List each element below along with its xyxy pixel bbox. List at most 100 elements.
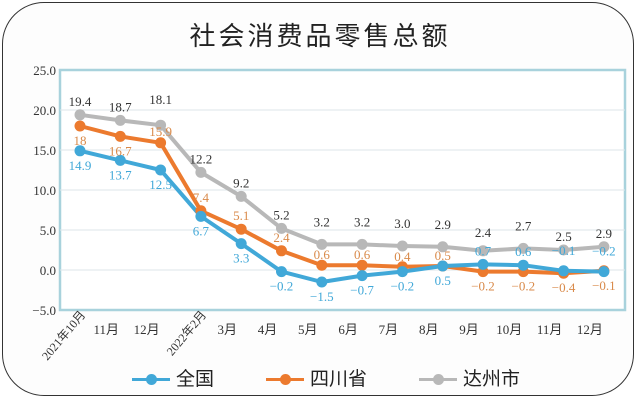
data-label: 18.1 [149, 92, 172, 107]
data-label: 2.4 [475, 225, 492, 240]
data-point [74, 145, 86, 157]
data-point [356, 270, 368, 282]
data-point [195, 166, 207, 178]
data-point [276, 266, 287, 278]
legend-label: 达州市 [463, 368, 521, 390]
y-tick-label: 15.0 [33, 143, 56, 158]
data-point [558, 244, 570, 256]
data-point [477, 245, 489, 257]
data-point [356, 259, 368, 271]
data-label: −0.2 [592, 244, 616, 259]
data-label: 2.4 [273, 230, 290, 245]
x-tick-label: 6月 [338, 322, 358, 337]
data-label: 18 [74, 133, 87, 148]
y-tick-label: 10.0 [33, 183, 56, 198]
x-tick-label: 5月 [298, 322, 318, 337]
data-label: 0.4 [394, 249, 411, 264]
y-tick-label: 0.0 [40, 263, 56, 278]
data-point [316, 238, 328, 250]
data-point [477, 258, 489, 270]
data-point [396, 240, 408, 252]
data-label: 12.2 [190, 151, 213, 166]
data-label: 5.1 [233, 208, 249, 223]
data-label: 19.4 [69, 94, 92, 109]
data-label: 5.2 [273, 207, 289, 222]
data-label: 3.3 [233, 251, 249, 266]
data-point [517, 259, 529, 271]
data-label: 0.7 [475, 243, 492, 258]
y-tick-label: 5.0 [40, 223, 56, 238]
data-label: 7.4 [193, 190, 210, 205]
y-tick-label: 25.0 [33, 63, 56, 78]
data-label: 2.7 [515, 218, 532, 233]
data-point [558, 265, 570, 277]
data-label: 2.9 [596, 226, 612, 241]
legend-swatch [132, 373, 170, 385]
data-point [276, 245, 287, 257]
data-point [155, 119, 167, 131]
data-point [356, 238, 368, 250]
data-point [396, 266, 408, 278]
legend-item-sichuan: 四川省 [266, 368, 367, 390]
x-tick-label: 11月 [94, 322, 120, 337]
legend-item-dazhou: 达州市 [419, 368, 520, 390]
data-point [155, 164, 167, 176]
x-tick-label: 12月 [577, 322, 603, 337]
data-label: 0.6 [515, 244, 532, 259]
x-tick-label: 11月 [537, 322, 563, 337]
data-label: 18.7 [109, 99, 132, 114]
legend-label: 四川省 [310, 368, 368, 390]
x-tick-label: 2022年2月 [164, 308, 209, 358]
data-label: 16.7 [109, 143, 132, 158]
legend-swatch [266, 373, 305, 385]
data-point [114, 130, 126, 142]
data-label: −0.1 [552, 243, 576, 258]
x-tick-label: 3月 [217, 322, 237, 337]
x-tick-label: 7月 [379, 322, 399, 337]
legend-label: 全国 [176, 368, 215, 390]
x-tick-label: 9月 [459, 322, 479, 337]
data-label: 3.2 [354, 214, 370, 229]
data-label: −0.7 [350, 283, 374, 298]
x-tick-label: 10月 [496, 322, 522, 337]
data-label: 0.6 [314, 247, 331, 262]
x-tick-label: 12月 [134, 322, 160, 337]
data-label: −0.2 [512, 279, 536, 294]
series-line [79, 112, 605, 253]
y-tick-label: −5.0 [32, 303, 56, 318]
data-point [235, 238, 247, 250]
data-label: 0.6 [354, 247, 371, 262]
data-label: 13.7 [109, 167, 132, 182]
data-label: 12.5 [149, 177, 172, 192]
data-point [316, 259, 328, 271]
data-label: 3.0 [394, 216, 410, 231]
data-label: 6.7 [193, 223, 210, 238]
data-label: −1.5 [310, 289, 334, 304]
data-label: −0.2 [270, 279, 294, 294]
data-label: 2.9 [435, 217, 451, 232]
data-point [114, 114, 126, 126]
data-label: 0.5 [435, 273, 451, 288]
data-label: 14.9 [69, 158, 92, 173]
data-point [114, 154, 126, 166]
data-point [74, 109, 86, 121]
data-point [437, 241, 449, 253]
data-point [437, 260, 449, 272]
data-label: 2.5 [555, 229, 571, 244]
data-label: 15.9 [149, 124, 172, 139]
legend-swatch [419, 373, 458, 385]
data-point [517, 242, 529, 254]
data-label: 3.2 [314, 214, 330, 229]
data-label: 0.5 [435, 248, 451, 263]
series-line [79, 124, 605, 276]
x-tick-label: 4月 [258, 322, 278, 337]
legend-item-national: 全国 [132, 368, 214, 390]
chart-title: 社会消费品零售总额 [189, 22, 451, 52]
data-label: −0.2 [471, 279, 495, 294]
series-line [79, 148, 604, 284]
data-label: −0.2 [391, 279, 415, 294]
data-point [74, 120, 86, 132]
x-tick-label: 8月 [419, 322, 439, 337]
data-point [235, 190, 247, 202]
